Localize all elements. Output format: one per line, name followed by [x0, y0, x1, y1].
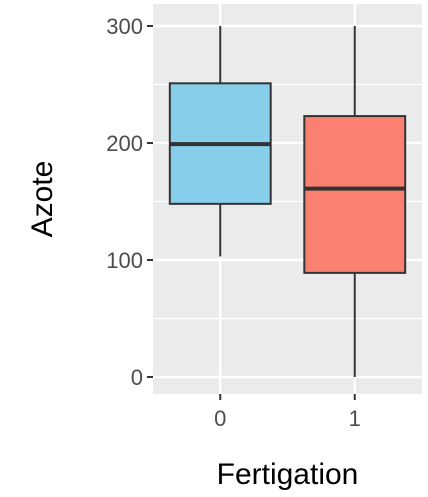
box-1 — [303, 115, 407, 274]
y-tick-label: 200 — [106, 131, 143, 156]
y-axis-title: Azote — [26, 161, 59, 238]
y-tick-label: 0 — [131, 365, 143, 390]
y-tick-label: 100 — [106, 248, 143, 273]
boxes — [168, 26, 407, 377]
y-axis: 0 100 200 300 — [106, 14, 153, 390]
x-tick-label: 0 — [214, 406, 226, 431]
y-tick-label: 300 — [106, 14, 143, 39]
box-group-1 — [303, 26, 407, 377]
box-group-0 — [168, 26, 272, 257]
x-axis-title: Fertigation — [217, 458, 359, 491]
x-tick-label: 1 — [349, 406, 361, 431]
